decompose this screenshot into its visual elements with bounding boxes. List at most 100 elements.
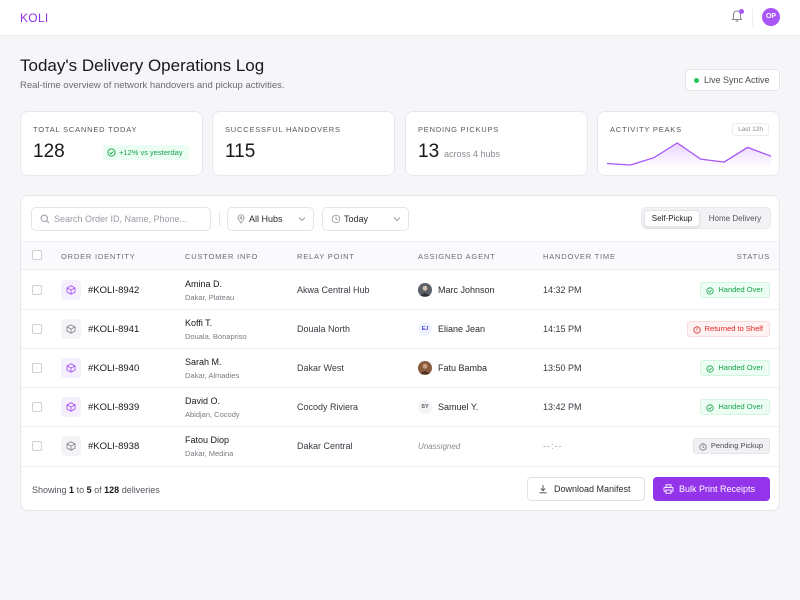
- agent-name: Samuel Y.: [438, 402, 479, 412]
- row-checkbox[interactable]: [32, 324, 42, 334]
- handover-time: 13:50 PM: [543, 363, 582, 373]
- customer-location: Abidjan, Cocody: [185, 410, 240, 419]
- order-id[interactable]: #KOLI-8941: [88, 324, 140, 335]
- notification-dot: [739, 9, 744, 14]
- customer-name: Amina D.: [185, 279, 223, 289]
- relay-point: Dakar Central: [297, 441, 353, 451]
- relay-point: Dakar West: [297, 363, 344, 373]
- trend-badge: +12% vs yesterday: [103, 145, 189, 160]
- package-icon: [61, 436, 81, 456]
- relay-point: Akwa Central Hub: [297, 285, 370, 295]
- agent-unassigned[interactable]: Unassigned: [418, 442, 461, 451]
- status-text: Pending Pickup: [710, 441, 763, 450]
- clock-icon: [699, 443, 707, 451]
- clock-icon: [331, 214, 341, 224]
- table-row[interactable]: #KOLI-8939 David O. Abidjan, Cocody Coco…: [21, 388, 779, 427]
- column-status[interactable]: Status: [736, 252, 770, 261]
- time-range-tag[interactable]: Last 12h: [732, 123, 769, 136]
- printer-icon: [663, 484, 674, 494]
- pagination-summary: Showing 1 to 5 of 128 deliveries: [32, 485, 160, 495]
- alert-circle-icon: [693, 326, 701, 334]
- delivery-type-toggle: Self-Pickup Home Delivery: [641, 207, 771, 229]
- row-checkbox[interactable]: [32, 402, 42, 412]
- print-label: Bulk Print Receipts: [679, 484, 756, 494]
- package-icon: [61, 358, 81, 378]
- user-avatar[interactable]: OP: [762, 8, 780, 26]
- customer-name: Koffi T.: [185, 318, 213, 328]
- download-manifest-button[interactable]: Download Manifest: [527, 477, 645, 501]
- status-text: Handed Over: [718, 363, 763, 372]
- status-badge: Pending Pickup: [692, 438, 770, 454]
- bulk-print-button[interactable]: Bulk Print Receipts: [653, 477, 770, 501]
- trend-check-icon: [107, 148, 116, 157]
- order-id[interactable]: #KOLI-8939: [88, 402, 140, 413]
- check-circle-icon: [706, 365, 714, 373]
- status-badge: Handed Over: [700, 360, 770, 376]
- agent-avatar: [418, 283, 432, 297]
- sync-label: Live Sync Active: [704, 75, 770, 85]
- handover-time: --:--: [543, 441, 563, 451]
- order-id[interactable]: #KOLI-8940: [88, 363, 140, 374]
- select-all-checkbox[interactable]: [32, 250, 42, 260]
- row-checkbox[interactable]: [32, 363, 42, 373]
- stat-card-pending: Pending Pickups 13 across 4 hubs: [405, 111, 588, 176]
- search-box[interactable]: [31, 207, 211, 231]
- segment-self-pickup[interactable]: Self-Pickup: [644, 210, 700, 227]
- customer-location: Douala, Bonapriso: [185, 332, 247, 341]
- table-header: Order Identity Customer Info Relay Point…: [21, 241, 779, 270]
- handover-time: 14:32 PM: [543, 285, 582, 295]
- column-assigned-agent[interactable]: Assigned Agent: [418, 252, 496, 261]
- stat-extra: across 4 hubs: [444, 149, 501, 159]
- table-footer: Showing 1 to 5 of 128 deliveries Downloa…: [21, 466, 779, 510]
- download-label: Download Manifest: [554, 484, 631, 494]
- row-checkbox[interactable]: [32, 285, 42, 295]
- package-icon: [61, 319, 81, 339]
- top-bar: KOLI OP: [0, 0, 800, 36]
- live-sync-badge: Live Sync Active: [685, 69, 780, 91]
- agent-name: Fatu Bamba: [438, 363, 488, 373]
- table-row[interactable]: #KOLI-8940 Sarah M. Dakar, Almadies Daka…: [21, 349, 779, 388]
- chevron-down-icon: [393, 217, 401, 222]
- stat-value: 115: [225, 141, 256, 162]
- relay-point: Cocody Riviera: [297, 402, 359, 412]
- download-icon: [539, 485, 547, 494]
- customer-name: Fatou Diop: [185, 435, 230, 445]
- table-row[interactable]: #KOLI-8938 Fatou Diop Dakar, Medina Daka…: [21, 427, 779, 466]
- table-row[interactable]: #KOLI-8941 Koffi T. Douala, Bonapriso Do…: [21, 310, 779, 349]
- column-order-identity[interactable]: Order Identity: [61, 252, 136, 261]
- live-dot-icon: [694, 78, 699, 83]
- order-id[interactable]: #KOLI-8942: [88, 285, 140, 296]
- trend-text: +12% vs yesterday: [119, 148, 183, 157]
- segment-home-delivery[interactable]: Home Delivery: [708, 214, 762, 223]
- status-text: Handed Over: [718, 402, 763, 411]
- stat-label: Successful Handovers: [225, 125, 341, 134]
- page-subtitle: Real-time overview of network handovers …: [20, 80, 285, 91]
- stat-value: 128: [33, 141, 65, 162]
- column-handover-time[interactable]: Handover Time: [543, 252, 616, 261]
- row-checkbox[interactable]: [32, 441, 42, 451]
- column-relay-point[interactable]: Relay Point: [297, 252, 355, 261]
- handover-time: 13:42 PM: [543, 402, 582, 412]
- location-pin-icon: [237, 214, 245, 224]
- customer-name: David O.: [185, 396, 221, 406]
- status-text: Returned to Shelf: [704, 324, 763, 333]
- activity-sparkline: [607, 142, 771, 168]
- customer-location: Dakar, Almadies: [185, 371, 240, 380]
- stat-card-activity-peaks: Activity Peaks Last 12h: [597, 111, 780, 176]
- customer-location: Dakar, Medina: [185, 449, 234, 458]
- column-customer-info[interactable]: Customer Info: [185, 252, 259, 261]
- deliveries-panel: All Hubs Today Self-Pickup Home Delivery…: [20, 195, 780, 511]
- check-circle-icon: [706, 404, 714, 412]
- hub-select[interactable]: All Hubs: [227, 207, 314, 231]
- search-input[interactable]: [54, 208, 204, 230]
- date-select[interactable]: Today: [322, 207, 409, 231]
- brand-logo[interactable]: KOLI: [20, 11, 49, 25]
- handover-time: 14:15 PM: [543, 324, 582, 334]
- package-icon: [61, 280, 81, 300]
- stat-label: Total Scanned Today: [33, 125, 138, 134]
- stat-value: 13: [418, 141, 440, 162]
- package-icon: [61, 397, 81, 417]
- hub-select-value: All Hubs: [249, 214, 283, 224]
- table-row[interactable]: #KOLI-8942 Amina D. Dakar, Plateau Akwa …: [21, 271, 779, 310]
- order-id[interactable]: #KOLI-8938: [88, 441, 140, 452]
